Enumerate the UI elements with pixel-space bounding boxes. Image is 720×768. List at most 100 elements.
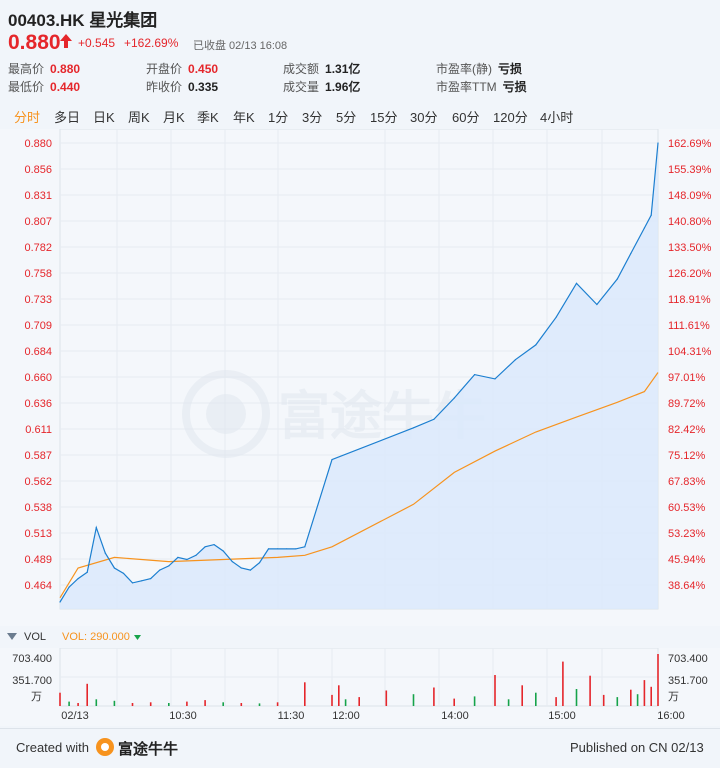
- price-point: [657, 142, 659, 144]
- price-point: [113, 567, 115, 569]
- volume-bars: [59, 654, 659, 706]
- volume-bar: [412, 694, 415, 706]
- volume-tick-label-right: 703.400: [668, 653, 708, 665]
- vol-dropdown-icon[interactable]: [134, 635, 141, 640]
- price-point: [195, 554, 197, 556]
- published-text: Published on CN 02/13: [570, 740, 704, 755]
- price-point: [204, 546, 206, 548]
- price-point: [258, 562, 261, 564]
- price-point: [474, 374, 476, 376]
- price-point: [77, 578, 79, 580]
- intraday-chart[interactable]: 富途牛牛 0.8800.8560.8310.8070.7820.7580.733…: [0, 129, 720, 626]
- created-with-text: Created with: [16, 740, 89, 755]
- price-point: [186, 558, 188, 561]
- volume-header: VOL VOL: 290.000: [0, 629, 720, 647]
- y-tick-label: 0.587: [24, 450, 52, 462]
- tab-weekly-k[interactable]: 周K: [128, 110, 150, 125]
- volume-bar: [131, 703, 134, 706]
- y-tick-label: 0.636: [24, 398, 52, 410]
- price-point: [168, 565, 170, 567]
- volume-chart[interactable]: 703.400 351.700 703.400 351.700 万 万 02/13 10:30…: [0, 648, 720, 726]
- stat-low: 最低价 0.440: [8, 80, 81, 94]
- y-tick-label: 0.611: [25, 424, 52, 436]
- y-tick-label-right: 75.12%: [668, 450, 706, 462]
- y-tick-label-right: 82.42%: [668, 424, 706, 436]
- price-point: [277, 548, 279, 550]
- y-tick-label-right: 38.64%: [668, 580, 706, 592]
- price-point: [555, 316, 557, 318]
- tab-3min[interactable]: 3分: [302, 110, 323, 125]
- tab-5min[interactable]: 5分: [336, 110, 357, 125]
- volume-bar: [643, 680, 646, 706]
- tab-1min[interactable]: 1分: [268, 110, 289, 125]
- y-tick-label: 0.856: [24, 164, 52, 176]
- price-point: [286, 548, 288, 550]
- volume-bar: [331, 694, 333, 706]
- price-point: [159, 569, 161, 571]
- price-point: [616, 278, 618, 280]
- volume-bar: [433, 687, 435, 706]
- tab-multi-day[interactable]: 多日: [54, 110, 81, 125]
- volume-axis: 703.400 351.700 703.400 351.700 万 万 02/13 10:30…: [12, 653, 708, 722]
- y-axis-left: 0.880 0.856 0.831 0.807 0.782 0.758 0.733 0.709…: [24, 138, 52, 592]
- y-tick-label: 0.709: [24, 320, 52, 332]
- price-points: [59, 142, 659, 603]
- tab-4hour[interactable]: 4小时: [540, 110, 574, 125]
- y-tick-label: 0.782: [24, 242, 52, 254]
- volume-bar: [630, 689, 632, 706]
- tab-yearly-k[interactable]: 年K: [233, 110, 255, 125]
- y-tick-label-right: 126.20%: [668, 268, 712, 280]
- tab-intraday[interactable]: 分时: [14, 110, 41, 125]
- volume-bar: [59, 692, 61, 706]
- y-tick-label: 0.758: [24, 268, 52, 280]
- volume-bar: [589, 675, 591, 706]
- tab-monthly-k[interactable]: 月K: [163, 110, 185, 125]
- volume-tick-label: 351.700: [12, 675, 52, 687]
- y-tick-label-right: 148.09%: [668, 190, 712, 202]
- tab-60min[interactable]: 60分: [452, 110, 480, 125]
- volume-bar: [95, 699, 98, 706]
- price-point: [267, 548, 270, 550]
- tab-daily-k[interactable]: 日K: [93, 110, 115, 125]
- price-point: [453, 397, 455, 399]
- futu-logo-icon: [96, 738, 114, 756]
- y-tick-label: 0.831: [24, 190, 52, 202]
- vol-value[interactable]: VOL: 290.000: [62, 631, 130, 643]
- volume-bar: [575, 689, 578, 706]
- volume-bar: [636, 694, 639, 706]
- price-point: [68, 586, 70, 588]
- volume-bar: [494, 675, 496, 706]
- stat-pe-static: 市盈率(静) 亏损: [436, 62, 523, 76]
- stat-open: 开盘价 0.450: [146, 62, 219, 76]
- price-point: [104, 552, 106, 554]
- y-tick-label: 0.660: [24, 372, 52, 384]
- volume-bar: [535, 692, 537, 706]
- tab-120min[interactable]: 120分: [493, 110, 528, 125]
- price-line: [59, 142, 659, 603]
- x-tick-label: 15:00: [548, 710, 576, 722]
- y-tick-label-right: 118.91%: [668, 294, 711, 306]
- volume-tick-label: 703.400: [12, 653, 52, 665]
- volume-bar: [358, 697, 360, 706]
- price-change: +0.545: [78, 36, 116, 50]
- volume-bar: [473, 696, 476, 706]
- average-price-line: [59, 372, 659, 599]
- tab-quarterly-k[interactable]: 季K: [197, 110, 219, 125]
- price-point: [494, 378, 496, 380]
- footer: Created with 富途牛牛 Published on CN 02/13: [0, 728, 720, 768]
- price-point: [433, 418, 435, 420]
- price-point: [213, 544, 215, 546]
- volume-tick-label-right: 351.700: [668, 675, 708, 687]
- y-tick-label: 0.880: [24, 138, 52, 150]
- collapse-triangle-icon[interactable]: [7, 633, 17, 641]
- tab-15min[interactable]: 15分: [370, 110, 398, 125]
- price-point: [412, 427, 415, 429]
- volume-bar: [521, 685, 523, 706]
- volume-bar: [304, 682, 306, 706]
- y-tick-label-right: 97.01%: [668, 372, 706, 384]
- price-point: [535, 344, 537, 346]
- tab-30min[interactable]: 30分: [410, 110, 438, 125]
- x-tick-label: 11:30: [278, 710, 305, 722]
- price-point: [249, 569, 251, 571]
- price-point: [596, 303, 598, 306]
